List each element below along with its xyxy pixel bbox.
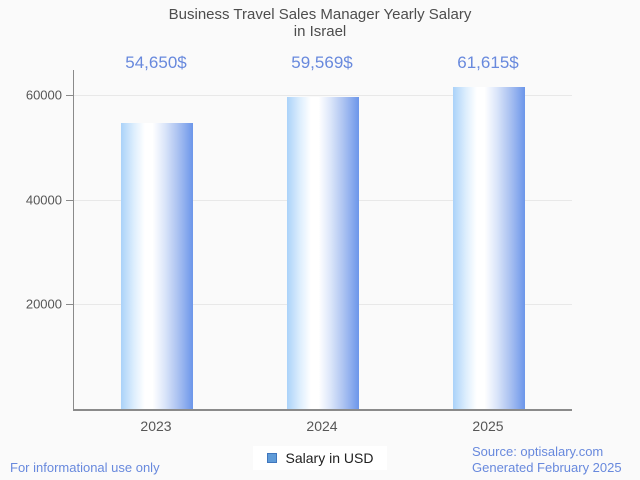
chart-title-line2: in Israel <box>293 23 347 40</box>
legend-series-label: Salary in USD <box>285 450 374 466</box>
y-tick-mark-60000 <box>66 95 73 97</box>
chart-title: Business Travel Sales Manager Yearly Sal… <box>0 6 640 40</box>
bar-value-label-2024: 59,569$ <box>291 53 353 72</box>
y-tick-label: 60000 <box>25 87 62 103</box>
x-axis-label-2023: 2023 <box>140 418 172 434</box>
generated-text: Generated February 2025 <box>472 460 622 475</box>
disclaimer-text: For informational use only <box>10 460 160 475</box>
bar-value-label-2025: 61,615$ <box>457 53 519 72</box>
plot-area <box>66 70 572 411</box>
bar-value-label-2023: 54,650$ <box>125 53 187 72</box>
source-text: Source: optisalary.com <box>472 444 604 459</box>
bar-2023 <box>121 123 193 409</box>
y-tick-label: 20000 <box>25 296 62 312</box>
y-tick-label: 40000 <box>25 192 62 208</box>
bar-2024 <box>287 97 359 409</box>
legend-box: Salary in USD <box>252 446 388 470</box>
legend-marker-icon <box>266 453 277 463</box>
y-tick-mark-20000 <box>66 304 73 306</box>
x-axis-label-2024: 2024 <box>306 418 338 434</box>
y-tick-mark-40000 <box>66 199 73 201</box>
x-axis-label-2025: 2025 <box>472 418 504 434</box>
bar-2025 <box>453 86 525 409</box>
source-attribution: Source: optisalary.com Generated Februar… <box>472 444 622 476</box>
chart-title-line1: Business Travel Sales Manager Yearly Sal… <box>168 6 472 23</box>
gridline-60000 <box>74 95 572 97</box>
legend: Salary in USD <box>0 446 640 470</box>
